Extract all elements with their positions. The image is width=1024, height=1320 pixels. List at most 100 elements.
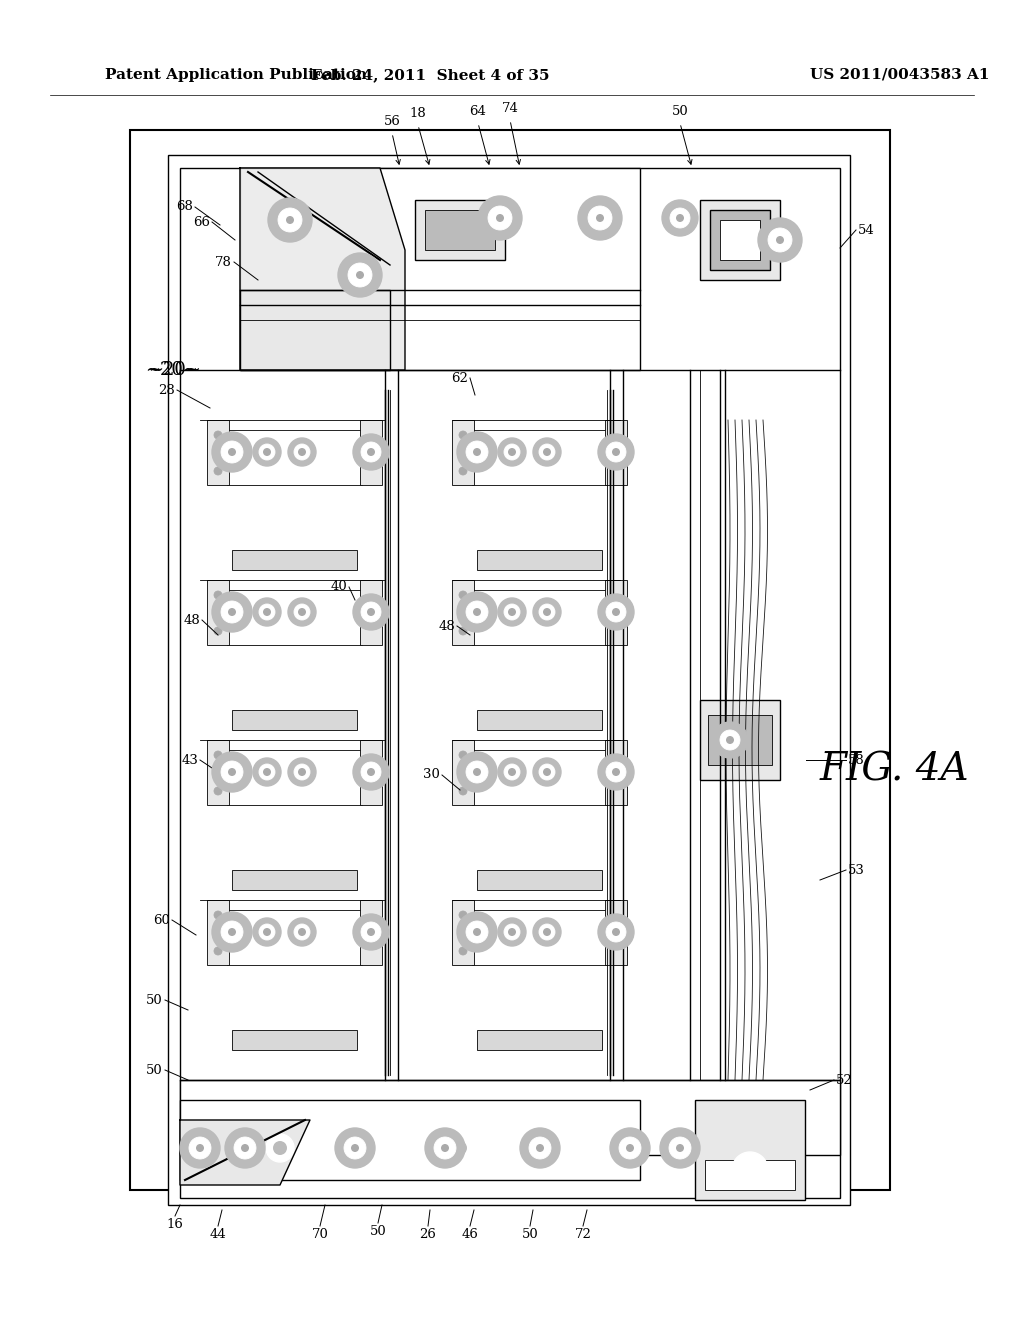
Circle shape [459,946,467,954]
Circle shape [676,1144,684,1152]
Circle shape [504,764,520,780]
Circle shape [598,754,634,789]
Circle shape [466,921,488,942]
Bar [605,900,627,965]
Circle shape [214,432,222,440]
Bar [360,420,382,484]
Circle shape [498,917,526,946]
Circle shape [466,441,488,463]
Bar [477,710,602,730]
Text: 66: 66 [193,215,210,228]
Circle shape [263,447,271,455]
Circle shape [361,442,381,462]
Circle shape [214,770,222,777]
Text: 60: 60 [154,913,170,927]
Circle shape [214,929,222,937]
Circle shape [459,609,467,616]
Circle shape [266,1134,294,1162]
Circle shape [466,601,488,623]
Text: 46: 46 [462,1228,478,1241]
Bar [180,1100,640,1180]
Bar [452,900,474,965]
Circle shape [441,1144,449,1152]
Bar [700,700,780,780]
Bar [207,420,229,484]
Circle shape [286,216,294,224]
Circle shape [606,921,626,942]
Circle shape [294,444,310,459]
Circle shape [508,928,516,936]
Bar [472,430,607,484]
Circle shape [676,214,684,222]
Circle shape [348,263,372,286]
Bar [232,550,357,570]
Circle shape [294,764,310,780]
Bar [708,715,772,766]
Circle shape [263,768,271,776]
Bar [360,900,382,965]
Bar [227,590,362,645]
Circle shape [612,768,620,776]
Text: 18: 18 [410,107,426,120]
Circle shape [534,438,561,466]
Circle shape [618,1137,641,1159]
Text: 43: 43 [181,754,198,767]
Bar [605,420,627,484]
Text: 72: 72 [574,1228,592,1241]
Circle shape [180,1129,220,1168]
Circle shape [225,1129,265,1168]
Text: FIG. 4A: FIG. 4A [820,751,970,788]
Circle shape [478,195,522,240]
Bar [168,154,850,1205]
Circle shape [212,752,252,792]
Circle shape [353,594,389,630]
Bar [227,750,362,805]
Circle shape [273,1140,287,1155]
Text: 78: 78 [215,256,232,268]
Text: 74: 74 [502,102,518,115]
Circle shape [459,449,467,457]
Bar [227,430,362,484]
Text: Patent Application Publication: Patent Application Publication [105,69,367,82]
Circle shape [189,1137,211,1159]
Text: 48: 48 [438,619,455,632]
Circle shape [288,598,316,626]
Circle shape [606,762,626,781]
Circle shape [776,236,784,244]
Bar [472,909,607,965]
Circle shape [578,195,622,240]
Circle shape [351,1144,359,1152]
Circle shape [508,609,516,616]
Bar [360,741,382,805]
Bar [695,1100,805,1200]
Polygon shape [240,168,406,370]
Text: 48: 48 [183,614,200,627]
Bar [477,870,602,890]
Circle shape [508,447,516,455]
Bar [705,1160,795,1191]
Circle shape [353,754,389,789]
Bar [415,201,505,260]
Circle shape [214,449,222,457]
Circle shape [253,438,281,466]
Bar [240,168,640,370]
Circle shape [288,758,316,785]
Circle shape [459,432,467,440]
Circle shape [768,228,792,252]
Circle shape [720,730,740,750]
Text: 53: 53 [848,863,865,876]
Circle shape [278,209,302,232]
Text: 40: 40 [331,581,347,594]
Circle shape [241,1144,249,1152]
Circle shape [457,752,497,792]
Bar [477,1030,602,1049]
Bar [207,579,229,645]
Text: US 2011/0043583 A1: US 2011/0043583 A1 [810,69,989,82]
Bar [207,741,229,805]
Circle shape [344,1137,366,1159]
Circle shape [726,737,734,744]
Circle shape [712,722,748,758]
Text: 50: 50 [370,1225,386,1238]
Circle shape [263,609,271,616]
Circle shape [596,214,604,222]
